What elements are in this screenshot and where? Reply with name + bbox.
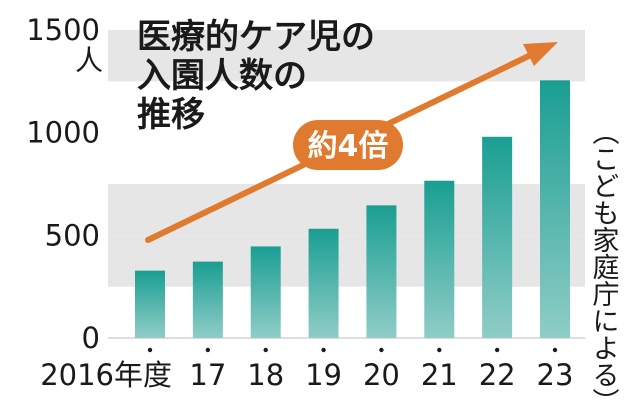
bar: [192, 261, 223, 338]
bar: [482, 136, 513, 338]
y-axis-ticks: 0 500 1000 1500: [26, 13, 100, 355]
x-tick-dot: [147, 347, 153, 353]
bar: [424, 180, 455, 338]
growth-badge: 約4倍: [293, 120, 403, 170]
source-note: （こども家庭庁による）: [588, 118, 620, 410]
growth-badge-label: 約4倍: [308, 129, 389, 164]
bar: [366, 205, 397, 338]
x-axis-categories: 2016年度 17 18 19 20 21 22 23: [40, 347, 574, 392]
x-tick-dot: [494, 347, 500, 353]
x-tick-dot: [552, 347, 558, 353]
y-tick-label: 0: [82, 321, 100, 355]
y-tick-label: 1500: [26, 13, 100, 47]
grid-band: [108, 30, 585, 82]
title-line-3: 推移: [137, 95, 205, 135]
x-tick-dot: [263, 347, 268, 353]
bar: [540, 80, 570, 338]
bar: [135, 270, 165, 338]
y-axis-unit: 人: [75, 44, 103, 77]
bar: [308, 228, 339, 338]
grid-band: [108, 235, 585, 287]
bars: [135, 80, 570, 338]
y-tick-label: 1000: [26, 116, 100, 150]
y-tick-label: 500: [45, 218, 100, 252]
x-tick-label: 18: [247, 358, 284, 392]
x-tick-label: 21: [421, 358, 458, 392]
x-tick-dot: [205, 347, 211, 353]
x-tick-label: 22: [479, 358, 516, 392]
chart-title: 医療的ケア児の 入園人数の 推移: [137, 17, 375, 135]
x-tick-dot: [379, 347, 384, 353]
bar: [250, 246, 281, 338]
x-tick-label: 23: [537, 358, 574, 392]
growth-badge-bg: [293, 120, 403, 170]
x-tick-label: 17: [189, 358, 226, 392]
x-tick-label: 20: [363, 358, 400, 392]
x-tick-dot: [437, 347, 442, 353]
x-tick-dot: [321, 347, 326, 353]
x-tick-label: 2016年度: [40, 358, 172, 392]
x-tick-label: 19: [305, 358, 342, 392]
title-line-2: 入園人数の: [137, 56, 307, 96]
title-line-1: 医療的ケア児の: [137, 17, 375, 57]
